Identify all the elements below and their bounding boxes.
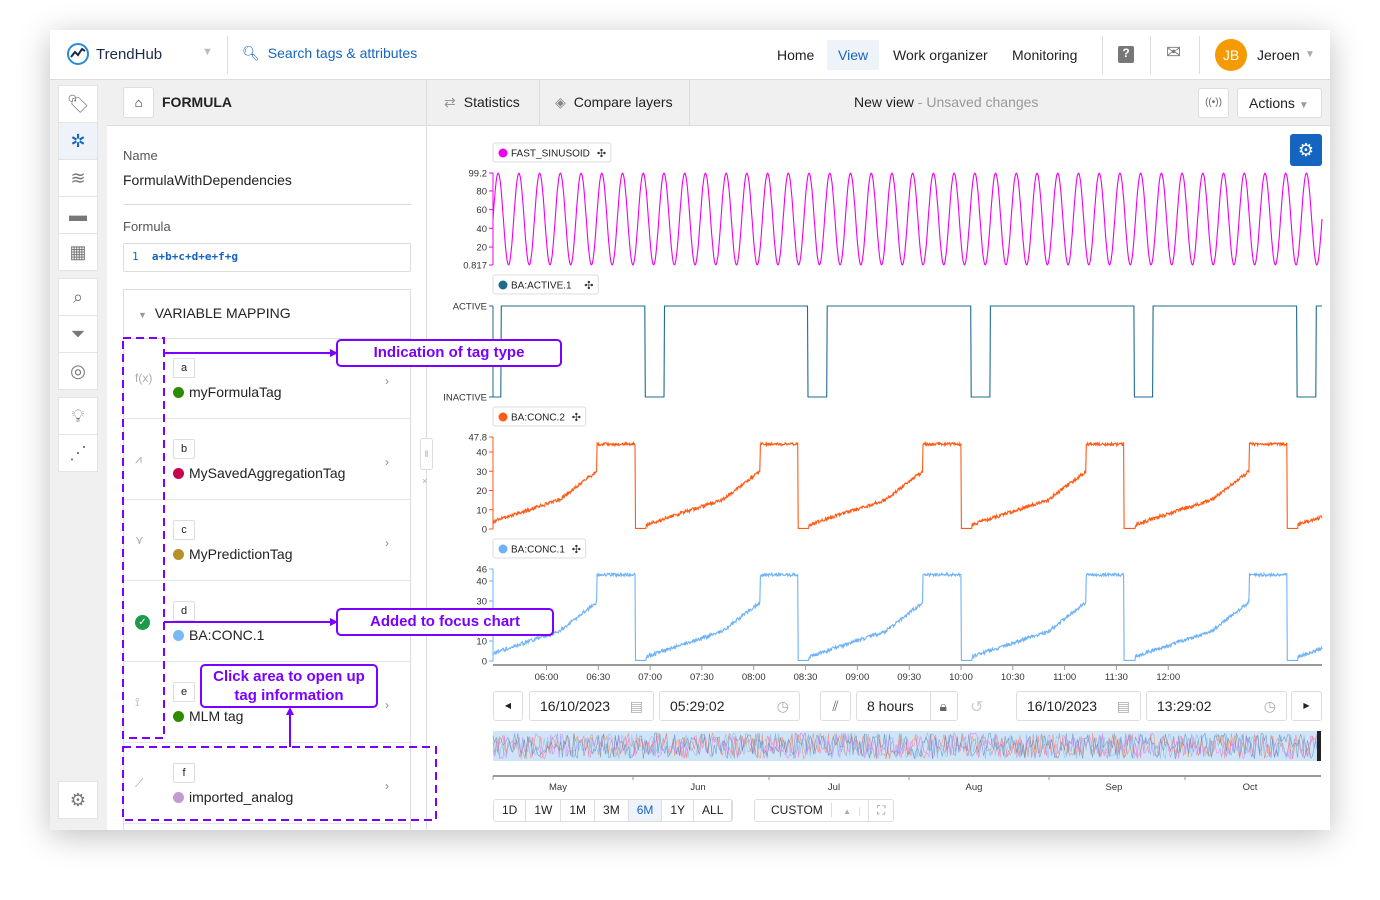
callout-click-area: Click area to open up tag information — [200, 664, 378, 708]
click-area-highlight — [123, 747, 436, 820]
callout-focus-chart: Added to focus chart — [336, 608, 554, 636]
annotation-overlay — [50, 30, 1330, 830]
app-window: TrendHub ▼ 🔍︎ Search tags & attributes Ho… — [50, 30, 1330, 830]
tag-type-highlight — [123, 338, 164, 738]
callout-tag-type: Indication of tag type — [336, 339, 562, 367]
